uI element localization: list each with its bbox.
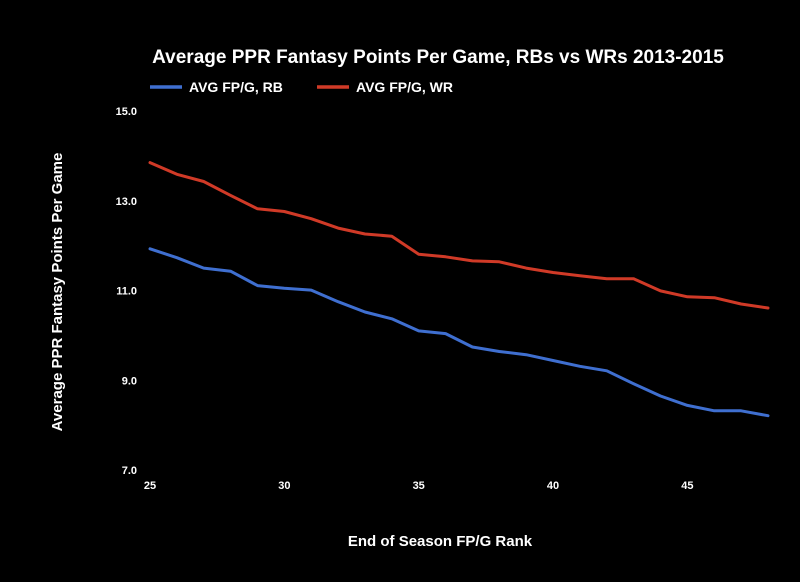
chart-title: Average PPR Fantasy Points Per Game, RBs…	[152, 47, 724, 68]
y-axis-label: Average PPR Fantasy Points Per Game	[49, 153, 66, 432]
x-tick-label: 25	[144, 480, 156, 492]
x-tick-label: 30	[278, 480, 290, 492]
y-tick-label: 9.0	[122, 375, 137, 387]
y-tick-label: 13.0	[116, 196, 137, 208]
x-tick-label: 45	[681, 480, 693, 492]
series-lines	[148, 161, 770, 418]
x-tick-label: 35	[413, 480, 425, 492]
legend-label-wr: AVG FP/G, WR	[356, 79, 453, 95]
series-line-rb	[148, 247, 770, 418]
y-tick-label: 7.0	[122, 465, 137, 477]
x-axis-label: End of Season FP/G Rank	[348, 533, 533, 550]
y-tick-label: 11.0	[116, 286, 137, 298]
x-axis-ticks: 25 30 35 40 45	[144, 480, 694, 492]
x-tick-label: 40	[547, 480, 559, 492]
series-line-wr	[148, 161, 770, 310]
y-axis-ticks: 7.0 9.0 11.0 13.0 15.0	[116, 106, 137, 477]
legend-label-rb: AVG FP/G, RB	[189, 79, 283, 95]
y-tick-label: 15.0	[116, 106, 137, 118]
legend: AVG FP/G, RB AVG FP/G, WR	[150, 79, 453, 95]
